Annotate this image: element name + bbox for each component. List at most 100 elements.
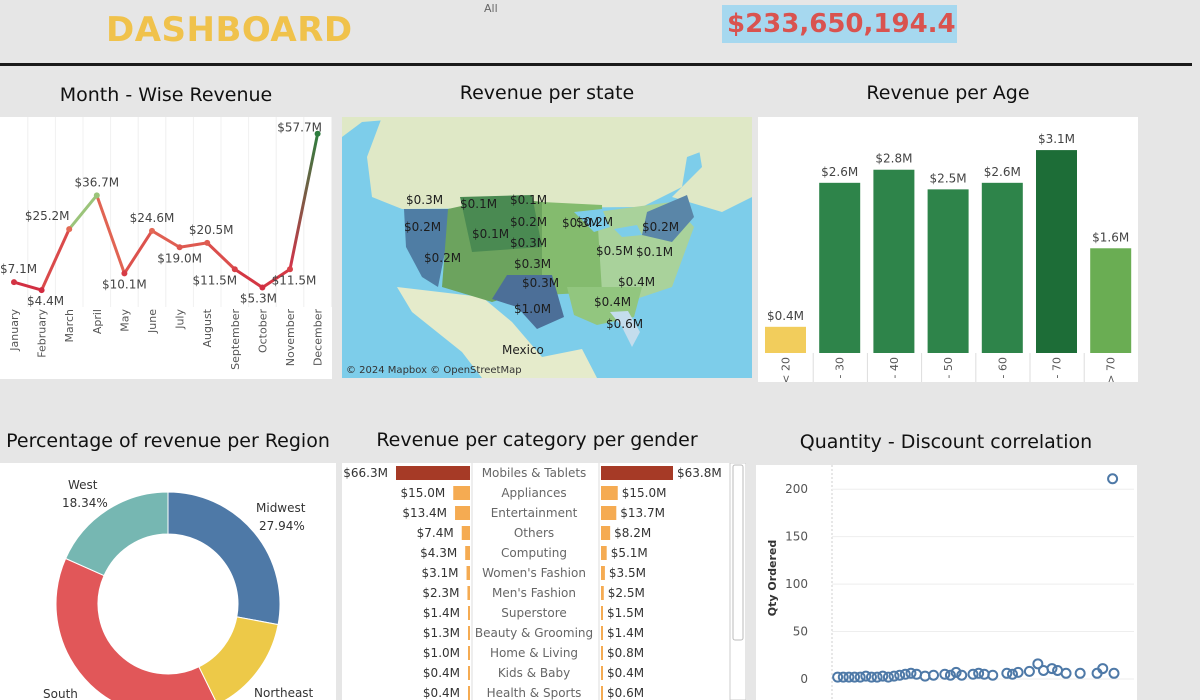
map-state-label: $1.0M	[514, 302, 551, 316]
map-state-label: $0.6M	[606, 317, 643, 331]
age-bar	[1036, 150, 1077, 353]
month-data-label: $11.5M	[192, 273, 237, 287]
total-revenue-box: $233,650,194.4	[722, 5, 957, 43]
month-tick-label: August	[201, 308, 214, 347]
age-bar	[765, 326, 806, 353]
category-label-right: $0.6M	[607, 686, 644, 700]
month-line-segment	[261, 268, 291, 289]
filter-label[interactable]: All	[484, 2, 498, 15]
month-line-segment	[40, 228, 71, 291]
month-line-chart: $7.1M $4.4M $25.2M $36.7M $10.1M $24.6M $19.0M…	[0, 117, 332, 379]
category-label-left: $1.4M	[423, 606, 460, 620]
month-line-segment	[13, 280, 43, 292]
month-point	[204, 239, 211, 246]
age-tick-label: 60 - 70	[1051, 357, 1064, 382]
month-point	[176, 244, 183, 251]
header-divider	[0, 63, 1192, 66]
category-bar-right	[601, 546, 607, 560]
scatter-point	[882, 671, 894, 683]
month-data-label: $11.5M	[272, 273, 317, 287]
category-label-left: $1.0M	[423, 646, 460, 660]
map-state-label: $0.2M	[576, 215, 613, 229]
qty-discount-scatter: 0 50 100 150 200 Qty Ordered	[756, 465, 1137, 700]
category-bar-right	[601, 486, 618, 500]
age-tick-label: 30 - 40	[888, 357, 901, 382]
category-label-right: $3.5M	[609, 566, 646, 580]
scatter-point	[849, 671, 861, 683]
region-slice-northeast	[198, 616, 279, 700]
category-bar-left	[467, 586, 470, 600]
category-bar-left	[455, 506, 470, 520]
category-label-left: $15.0M	[401, 486, 446, 500]
scatter-point	[1032, 658, 1044, 670]
month-tick-label: February	[36, 309, 49, 358]
category-bar-left	[468, 606, 470, 620]
category-label-right: $0.8M	[607, 646, 644, 660]
month-line-svg: $7.1M $4.4M $25.2M $36.7M $10.1M $24.6M $19.0M…	[0, 117, 332, 370]
month-data-label: $7.1M	[0, 262, 37, 276]
scatter-point	[987, 669, 999, 681]
category-name: Superstore	[501, 606, 567, 620]
category-name: Others	[514, 526, 554, 540]
scatter-point	[944, 669, 956, 681]
month-point	[66, 226, 73, 233]
map-state-label: $0.2M	[404, 220, 441, 234]
category-label-left: $7.4M	[417, 526, 454, 540]
age-bar-label: $3.1M	[1038, 132, 1075, 146]
month-tick-label: June	[146, 309, 159, 334]
scatter-point	[899, 668, 911, 680]
category-scrollbar-thumb	[732, 464, 744, 641]
map-state-label: $0.1M	[460, 197, 497, 211]
scatter-point	[1060, 667, 1072, 679]
scatter-point	[877, 670, 889, 682]
scatter-point	[1108, 667, 1120, 679]
state-map[interactable]: Mexico © 2024 Mapbox © OpenStreetMap $0.…	[342, 117, 752, 378]
map-state-label: $0.1M	[510, 193, 547, 207]
age-bar-chart: $0.4M < 20 $2.6M 20 - 30 $2.8M 30 - 40 $2.5M 40…	[758, 117, 1138, 382]
scatter-point	[1097, 663, 1109, 675]
month-point	[259, 284, 266, 291]
age-bar	[819, 182, 861, 353]
month-point	[11, 279, 17, 286]
scatter-title: Quantity - Discount correlation	[799, 431, 1093, 453]
category-bar-right	[601, 526, 611, 540]
age-bar-label: $2.6M	[821, 165, 858, 179]
category-label-left: $0.4M	[423, 666, 460, 680]
age-tick-label: 50 - 60	[996, 357, 1009, 382]
map-state-label: $0.1M	[636, 245, 673, 259]
month-tick-label: September	[229, 309, 242, 370]
category-revenue-title: Revenue per category per gender	[376, 429, 698, 451]
category-label-left: $13.4M	[402, 506, 447, 520]
category-name: Women's Fashion	[482, 566, 586, 580]
category-name: Mobiles & Tablets	[482, 466, 587, 480]
region-slice-south	[55, 557, 216, 700]
great-lakes	[574, 209, 642, 237]
month-point	[314, 130, 321, 137]
age-bar-label: $1.6M	[1092, 230, 1129, 244]
scatter-point	[956, 669, 968, 681]
region-revenue-title: Percentage of revenue per Region	[6, 430, 330, 452]
category-name: Health & Sports	[487, 686, 582, 700]
month-line-segment	[95, 194, 126, 274]
state-revenue-title: Revenue per state	[459, 82, 635, 104]
map-state-label: $0.4M	[618, 275, 655, 289]
map-country-label: Mexico	[502, 343, 544, 357]
category-bar-left	[466, 566, 470, 580]
age-bar-svg: $0.4M < 20 $2.6M 20 - 30 $2.8M 30 - 40 $2.5M 40…	[765, 132, 1132, 382]
category-label-left: $3.1M	[421, 566, 458, 580]
category-name: Computing	[501, 546, 567, 560]
category-name: Home & Living	[490, 646, 578, 660]
scatter-point	[928, 669, 940, 681]
month-data-label: $36.7M	[74, 175, 119, 189]
month-data-label: $19.0M	[157, 251, 202, 265]
category-label-right: $1.4M	[607, 626, 644, 640]
scatter-point	[865, 671, 877, 683]
month-point	[231, 266, 238, 273]
month-data-label: $4.4M	[27, 294, 64, 308]
map-state-label: $0.2M	[424, 251, 461, 265]
map-state-label: $0.2M	[642, 220, 679, 234]
category-label-right: $13.7M	[620, 506, 665, 520]
month-line-segment	[68, 194, 98, 231]
category-label-right: $5.1M	[611, 546, 648, 560]
scatter-point	[843, 671, 855, 683]
